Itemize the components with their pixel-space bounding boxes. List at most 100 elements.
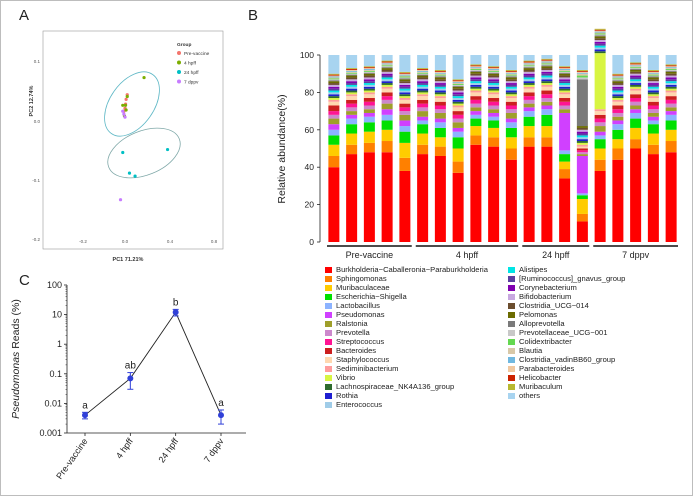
- bar-segment: [328, 88, 340, 91]
- bar-segment: [576, 148, 588, 151]
- bar-segment: [647, 154, 659, 242]
- bar-segment: [647, 70, 659, 72]
- bar-segment: [381, 81, 393, 84]
- bar-segment: [576, 131, 588, 134]
- bar-segment: [665, 111, 677, 115]
- bar-segment: [363, 70, 375, 72]
- bar-segment: [559, 81, 571, 84]
- bar-segment: [381, 129, 393, 142]
- bar-segment: [328, 96, 340, 99]
- bar-segment: [381, 67, 393, 69]
- bar-segment: [665, 92, 677, 97]
- bar-segment-others: [488, 55, 500, 67]
- bar-segment: [576, 135, 588, 138]
- bar-segment: [612, 99, 624, 102]
- bar-segment: [523, 126, 535, 138]
- bar-segment: [541, 69, 553, 72]
- bar-segment: [594, 51, 606, 54]
- bar-segment: [363, 90, 375, 93]
- bar-segment: [594, 131, 606, 136]
- bar-segment: [576, 146, 588, 149]
- bar-segment: [612, 124, 624, 130]
- bar-segment: [346, 83, 358, 85]
- bar-segment: [434, 79, 446, 82]
- legend-swatch: [508, 266, 515, 273]
- pca-plot: -0.2 0.0 0.4 0.8 0.1 0.0 -0.1 -0.2 PC1 71.21% PC2…: [29, 30, 224, 261]
- legend-swatch: [508, 320, 515, 327]
- bar-segment: [576, 150, 588, 153]
- bar-segment: [346, 70, 358, 72]
- bar-segment: [576, 127, 588, 130]
- bar-segment-others: [328, 55, 340, 74]
- bar-segment: [612, 88, 624, 91]
- legend-item: Pseudomonas: [325, 310, 488, 319]
- bar-segment: [523, 146, 535, 242]
- bar-segment: [523, 66, 535, 68]
- legend-swatch: [508, 311, 515, 318]
- bar-segment: [576, 129, 588, 132]
- bar-segment: [470, 73, 482, 76]
- bar-segment: [559, 83, 571, 85]
- bar-segment: [559, 84, 571, 87]
- legend-label: Enterococcus: [336, 400, 383, 409]
- bar-segment: [523, 68, 535, 70]
- bar-segment: [488, 146, 500, 242]
- legend-swatch: [508, 338, 515, 345]
- bar-segment: [612, 79, 624, 81]
- bar-segment: [612, 98, 624, 100]
- bar-segment: [346, 124, 358, 134]
- bar-segment: [541, 65, 553, 67]
- bar-segment-others: [434, 55, 446, 70]
- legend-swatch: [508, 275, 515, 282]
- bar-segment: [470, 86, 482, 89]
- legend-item: [Ruminococcus]_gnavus_group: [508, 274, 625, 283]
- bar-segment: [434, 122, 446, 128]
- bar-segment: [647, 90, 659, 93]
- bar-segment: [488, 105, 500, 110]
- bar-segment: [541, 59, 553, 61]
- bar-segment: [346, 79, 358, 82]
- bar-segment: [381, 79, 393, 82]
- bar-segment: [665, 107, 677, 112]
- bar-segment: [434, 71, 446, 73]
- bar-segment: [434, 137, 446, 147]
- bar-segment: [559, 109, 571, 113]
- bar-segment: [381, 77, 393, 80]
- bar-segment: [470, 126, 482, 136]
- pca-point: [123, 103, 128, 107]
- legend-label: Alloprevotella: [519, 319, 565, 328]
- bar-segment: [505, 148, 517, 160]
- bar-segment: [630, 90, 642, 95]
- bar-segment: [399, 88, 411, 91]
- bar-segment: [559, 150, 571, 155]
- bar-segment: [665, 88, 677, 91]
- bar-segment: [647, 94, 659, 97]
- bar-segment: [612, 75, 624, 77]
- line-xtick-label: 4 hpff: [114, 436, 135, 460]
- bar-segment: [541, 73, 553, 76]
- bar-segment: [399, 92, 411, 95]
- bar-segment: [417, 144, 429, 155]
- bar-segment: [452, 122, 464, 128]
- bar-segment: [363, 71, 375, 73]
- bar-segment: [381, 61, 393, 63]
- line-xtick-label: Pre-vaccine: [54, 436, 89, 481]
- bar-segment: [559, 90, 571, 93]
- bar-segment: [665, 86, 677, 89]
- bar-group-label: 4 hpff: [456, 250, 479, 260]
- legend-swatch: [508, 356, 515, 363]
- bar-segment: [523, 64, 535, 66]
- bar-segment: [647, 71, 659, 73]
- bar-segment: [647, 109, 659, 113]
- line-ytick-label: 10: [52, 310, 62, 320]
- bar-segment: [594, 28, 606, 30]
- bar-segment: [470, 144, 482, 242]
- bar-segment: [505, 101, 517, 106]
- bar-segment: [470, 64, 482, 66]
- bar-segment-others: [452, 55, 464, 80]
- bar-segment: [488, 79, 500, 82]
- legend-item: Alloprevotella: [508, 319, 625, 328]
- bar-segment: [630, 84, 642, 87]
- bar-segment: [434, 92, 446, 95]
- bar-segment: [346, 103, 358, 108]
